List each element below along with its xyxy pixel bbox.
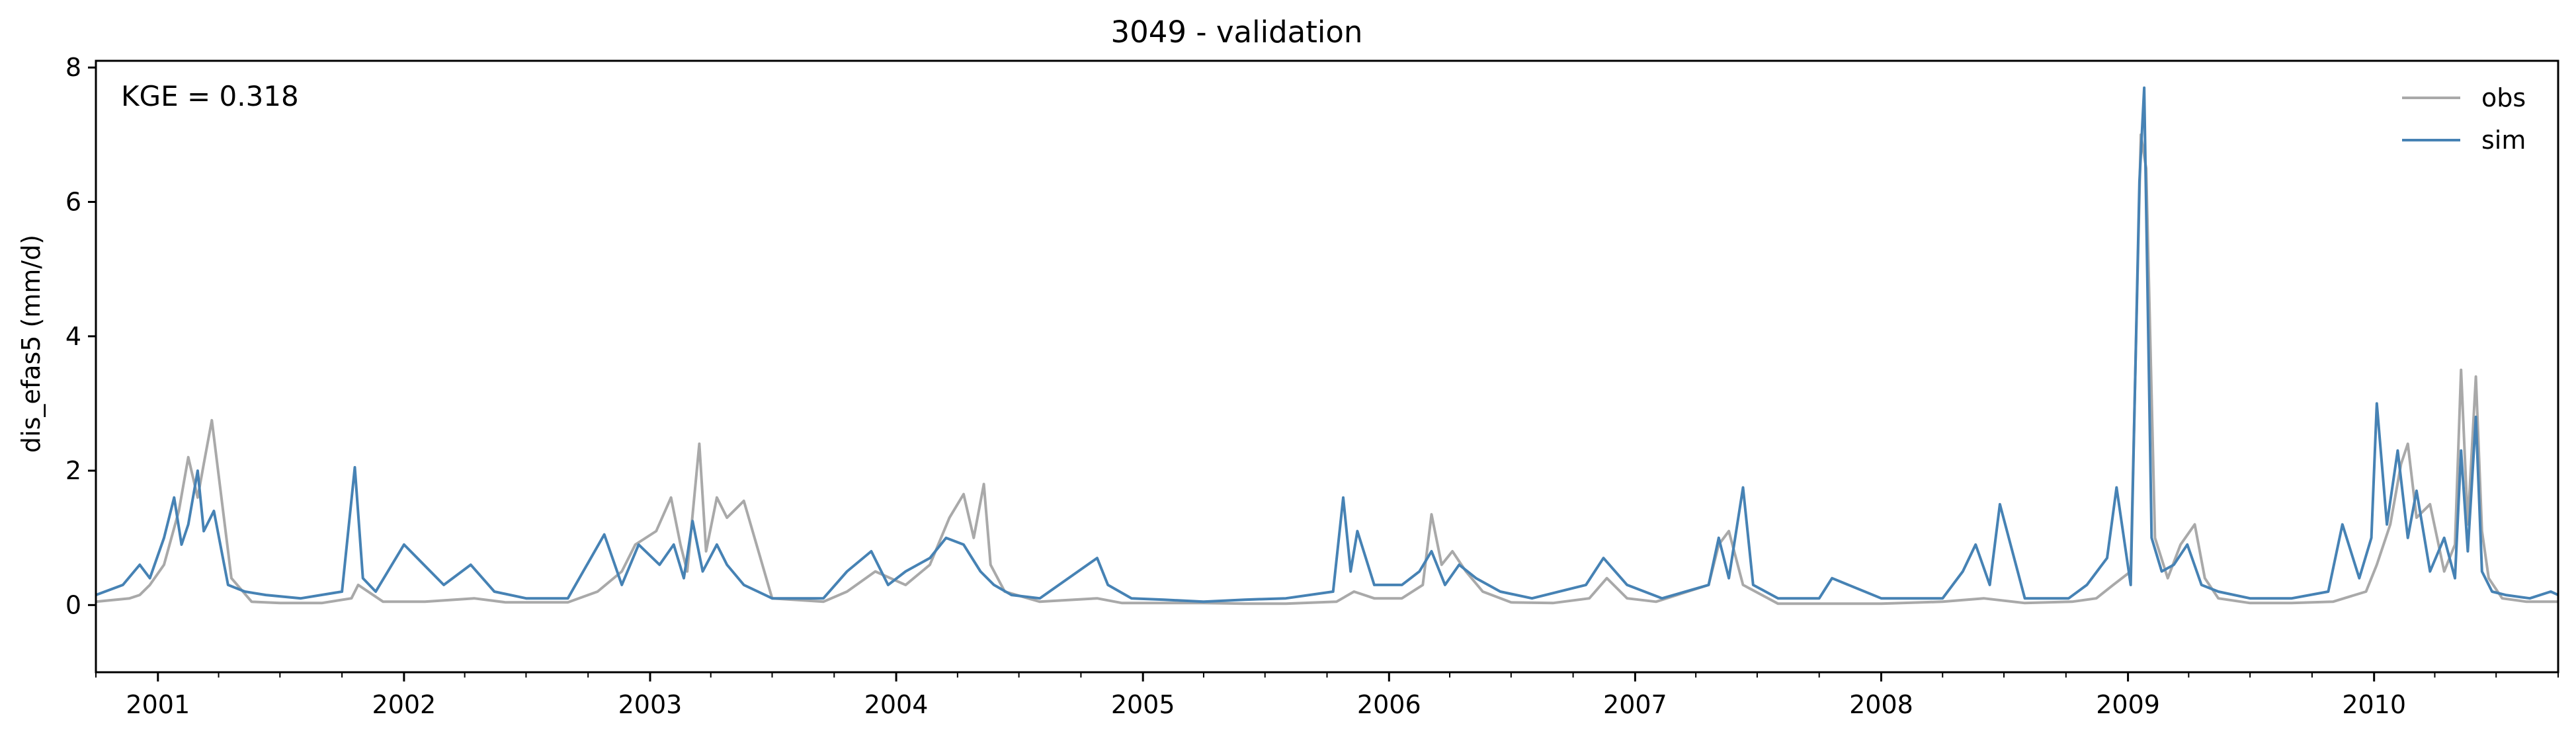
kge-annotation: KGE = 0.318 — [121, 80, 299, 112]
y-tick-label: 8 — [65, 53, 81, 82]
chart-title: 3049 - validation — [1111, 15, 1363, 50]
y-tick-label: 0 — [65, 590, 81, 619]
y-axis: 0 2 4 6 8 — [65, 53, 96, 619]
y-axis-label: dis_efas5 (mm/d) — [17, 235, 46, 453]
x-axis: 2001 2002 2003 2004 2005 2006 2007 2008 2009 2010 — [95, 672, 2559, 719]
x-tick-label: 2009 — [2096, 690, 2160, 719]
x-tick-label: 2006 — [1357, 690, 1421, 719]
x-tick-label: 2001 — [126, 690, 190, 719]
series-line-obs — [95, 133, 2558, 605]
x-tick-label: 2008 — [1849, 690, 1913, 719]
plot-frame — [95, 59, 2559, 674]
x-tick-label: 2005 — [1111, 690, 1175, 719]
x-tick-label: 2007 — [1603, 690, 1667, 719]
y-tick-label: 2 — [65, 456, 81, 485]
x-tick-label: 2010 — [2342, 690, 2406, 719]
y-tick-label: 4 — [65, 322, 81, 351]
y-tick-label: 6 — [65, 187, 81, 216]
x-tick-label: 2003 — [618, 690, 683, 719]
x-tick-label: 2002 — [372, 690, 436, 719]
legend: obs sim — [2402, 83, 2526, 155]
x-tick-label: 2004 — [864, 690, 929, 719]
legend-label-sim: sim — [2481, 126, 2526, 155]
plot-area — [95, 86, 2559, 605]
legend-label-obs: obs — [2481, 83, 2526, 112]
series-line-sim — [95, 86, 2559, 603]
